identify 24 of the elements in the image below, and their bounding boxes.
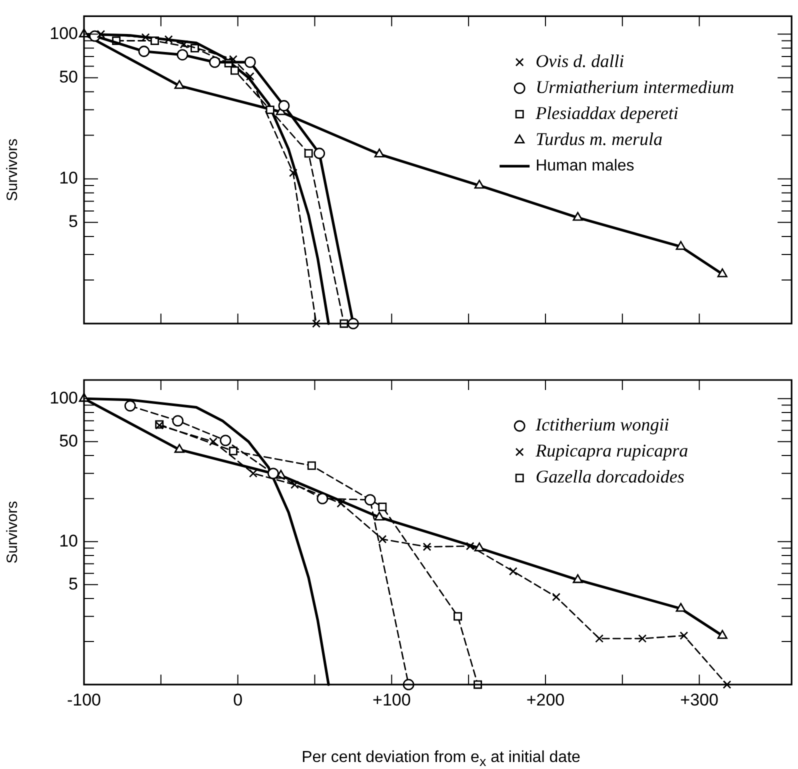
x-tick-label: +300 — [680, 690, 718, 710]
x-tick-label: 0 — [233, 690, 243, 710]
y-tick-label: 10 — [59, 168, 78, 188]
y-tick-label: 50 — [59, 67, 78, 86]
legend-label: Gazella dorcadoides — [536, 466, 684, 487]
legend-label: Urmiatherium intermedium — [536, 76, 734, 97]
y-tick-label: 5 — [68, 574, 78, 594]
x-tick-label: +100 — [372, 690, 411, 710]
legend-label: Ovis d. dalli — [536, 50, 624, 71]
legend-label: Turdus m. merula — [536, 128, 662, 149]
y-axis-title: Survivors — [4, 501, 22, 564]
x-tick-label: -100 — [66, 690, 102, 710]
y-tick-label: 100 — [50, 388, 78, 408]
y-tick-label: 100 — [50, 24, 78, 43]
y-tick-label: 50 — [59, 431, 78, 450]
x-tick-label: +200 — [526, 690, 565, 710]
y-tick-label: 5 — [68, 212, 78, 232]
y-axis-title: Survivors — [4, 138, 22, 202]
x-axis-title: Per cent deviation from e$_{x}$ at initial date — [300, 749, 582, 769]
legend-label: Plesiaddax depereti — [534, 102, 678, 123]
legend-label: Rupicapra rupicapra — [534, 440, 688, 461]
y-tick-label: 10 — [59, 531, 78, 550]
legend-label: Ictitherium wongii — [534, 414, 670, 435]
legend-label: Human males — [536, 158, 634, 175]
